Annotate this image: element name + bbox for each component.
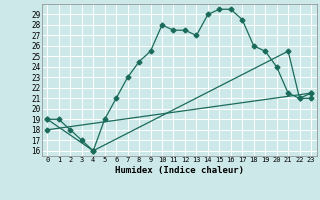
X-axis label: Humidex (Indice chaleur): Humidex (Indice chaleur) [115,166,244,175]
